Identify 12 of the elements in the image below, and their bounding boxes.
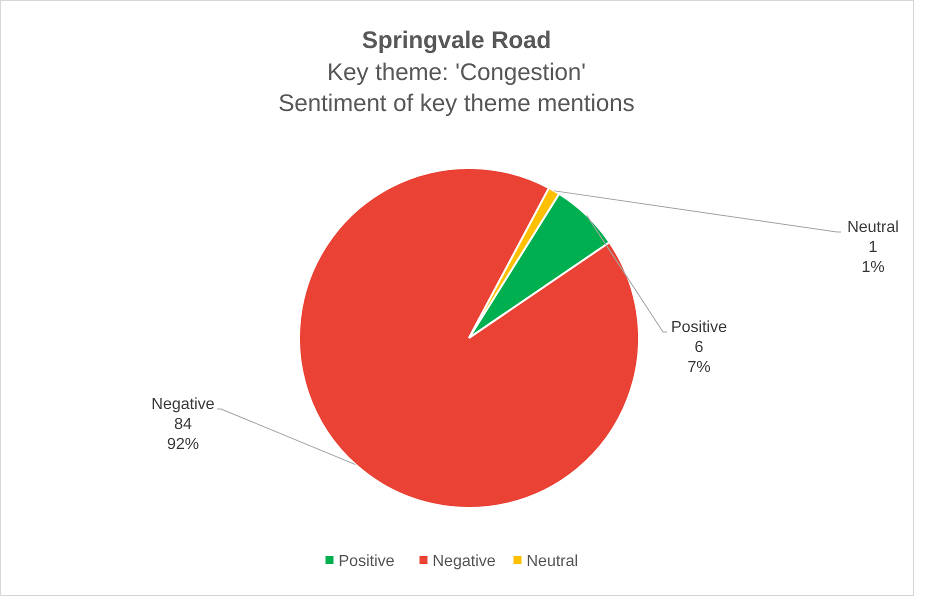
- data-label: 1 1%: [861, 239, 885, 276]
- chart-title: Springvale Road: [362, 27, 552, 54]
- slice-label: Neutral: [847, 219, 899, 236]
- legend-label: Positive: [338, 553, 395, 570]
- slice-label: Positive: [670, 319, 728, 336]
- legend-label: Neutral: [526, 553, 578, 570]
- data-label: 84 92%: [166, 416, 200, 453]
- pie-slice: [298, 167, 640, 509]
- data-label: 6 7%: [687, 339, 711, 376]
- legend-label: Negative: [432, 553, 496, 570]
- chart-subtitle: Key theme: 'Congestion' Sentiment of key theme mentions: [278, 59, 635, 117]
- slice-label: Negative: [151, 396, 215, 413]
